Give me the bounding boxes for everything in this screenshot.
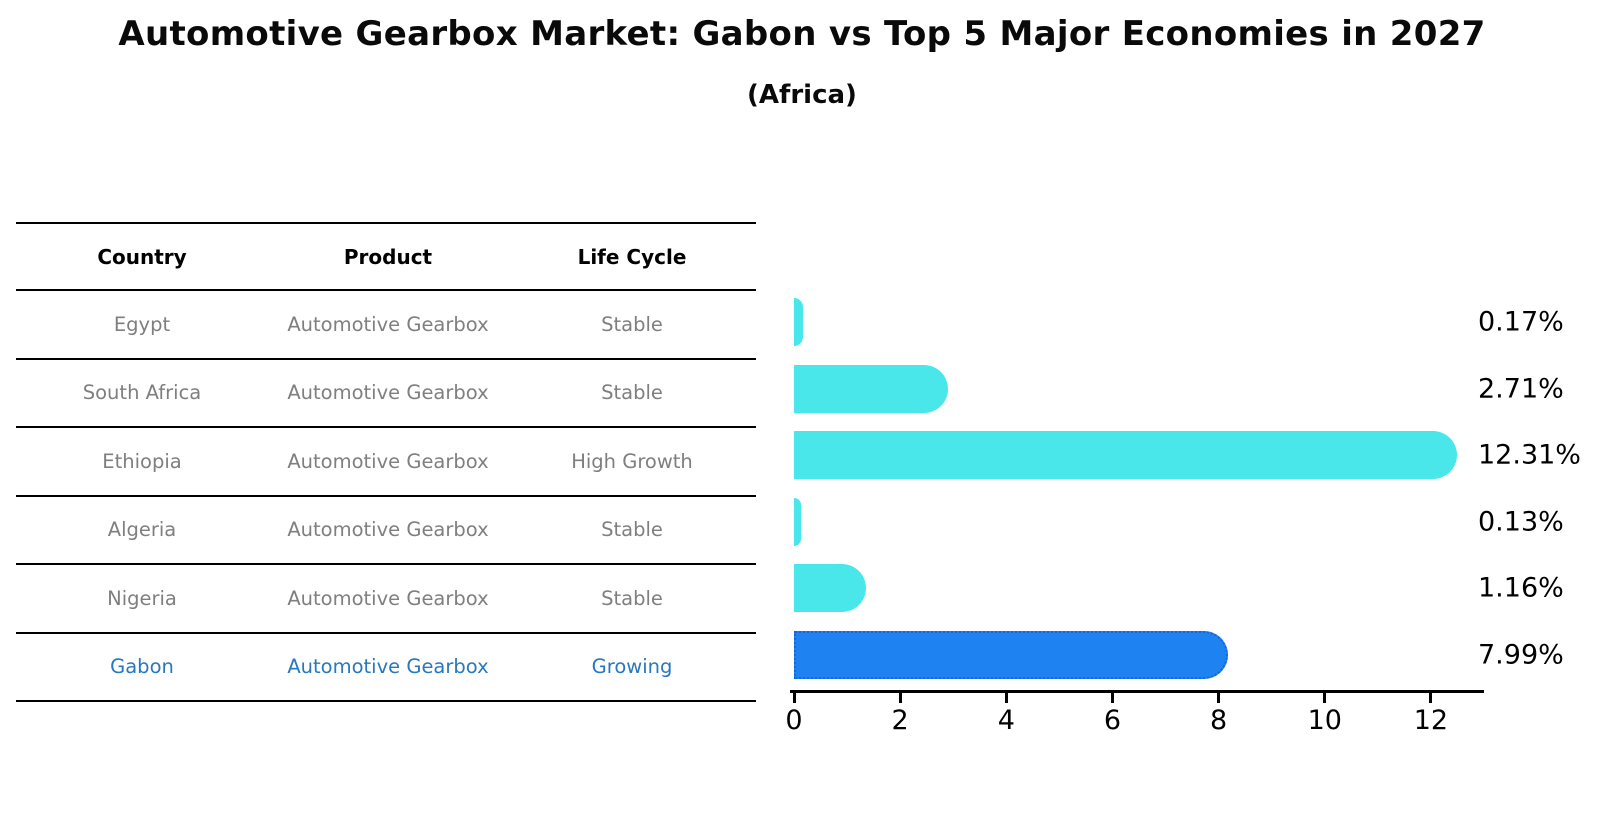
value-label-nigeria: 1.16%	[1478, 572, 1564, 604]
column-header-country: Country	[97, 244, 187, 269]
column-header-life-cycle: Life Cycle	[577, 244, 687, 269]
table-cell-life-cycle: Stable	[601, 518, 663, 542]
bar-algeria	[794, 497, 801, 546]
x-axis-tick-6	[1110, 693, 1114, 703]
table-row-gabon: Gabon Automotive Gearbox Growing	[16, 631, 756, 701]
table-body: Egypt Automotive Gearbox Stable South Afric…	[16, 289, 756, 700]
chart-subtitle: (Africa)	[747, 80, 857, 110]
table-cell-country: Algeria	[107, 518, 177, 542]
x-axis-tick-label-2: 2	[891, 705, 909, 736]
table-cell-life-cycle: Stable	[601, 312, 663, 336]
value-label-egypt: 0.17%	[1478, 306, 1564, 338]
country-comparison-table: Country Product Life Cycle Egypt Automoti…	[16, 222, 756, 702]
bar-gabon	[794, 630, 1229, 679]
x-axis-tick-0	[792, 693, 796, 703]
bar-egypt	[794, 298, 804, 347]
table-cell-country: Gabon	[110, 655, 174, 679]
table-cell-life-cycle: Growing	[591, 655, 673, 679]
x-axis-tick-2	[898, 693, 902, 703]
x-axis-line	[790, 690, 1484, 693]
value-label-ethiopia: 12.31%	[1478, 439, 1581, 471]
table-row-ethiopia: Ethiopia Automotive Gearbox High Growth	[16, 426, 756, 495]
table-cell-life-cycle: Stable	[601, 381, 663, 405]
table-cell-product: Automotive Gearbox	[287, 381, 489, 405]
table-cell-country: Nigeria	[107, 586, 177, 610]
table-cell-product: Automotive Gearbox	[287, 518, 489, 542]
bar-south-africa	[794, 364, 948, 413]
bar-plot-area	[794, 222, 1484, 688]
x-axis-tick-label-4: 4	[997, 705, 1015, 736]
x-axis-tick-label-10: 10	[1307, 705, 1342, 736]
table-row-algeria: Algeria Automotive Gearbox Stable	[16, 494, 756, 564]
table-header-row: Country Product Life Cycle	[16, 222, 756, 289]
table-cell-life-cycle: High Growth	[571, 449, 693, 473]
x-axis-tick-label-6: 6	[1103, 705, 1122, 736]
x-axis-tick-4	[1004, 693, 1008, 703]
table-cell-country: Ethiopia	[102, 449, 182, 473]
x-axis-tick-12	[1429, 693, 1433, 703]
x-axis-tick-8	[1217, 693, 1221, 703]
chart-title: Automotive Gearbox Market: Gabon vs Top …	[118, 14, 1486, 54]
x-axis-tick-label-0: 0	[785, 705, 803, 736]
table-row-nigeria: Nigeria Automotive Gearbox Stable	[16, 563, 756, 632]
value-label-algeria: 0.13%	[1478, 506, 1564, 538]
x-axis-tick-10	[1323, 693, 1327, 703]
table-cell-country: South Africa	[82, 381, 202, 405]
bar-nigeria	[794, 564, 866, 613]
table-cell-country: Egypt	[113, 312, 171, 336]
value-label-south-africa: 2.71%	[1478, 373, 1564, 405]
table-cell-product: Automotive Gearbox	[287, 312, 489, 336]
column-header-product: Product	[343, 244, 433, 269]
value-label-gabon: 7.99%	[1478, 639, 1564, 671]
bar-ethiopia	[794, 431, 1458, 480]
table-cell-product: Automotive Gearbox	[287, 449, 489, 473]
table-row-south-africa: South Africa Automotive Gearbox Stable	[16, 357, 756, 427]
table-row-egypt: Egypt Automotive Gearbox Stable	[16, 289, 756, 358]
table-cell-product: Automotive Gearbox	[287, 586, 489, 610]
table-cell-life-cycle: Stable	[601, 586, 663, 610]
x-axis-tick-label-8: 8	[1210, 705, 1228, 736]
x-axis-tick-label-12: 12	[1413, 705, 1449, 736]
table-cell-product: Automotive Gearbox	[287, 655, 489, 679]
